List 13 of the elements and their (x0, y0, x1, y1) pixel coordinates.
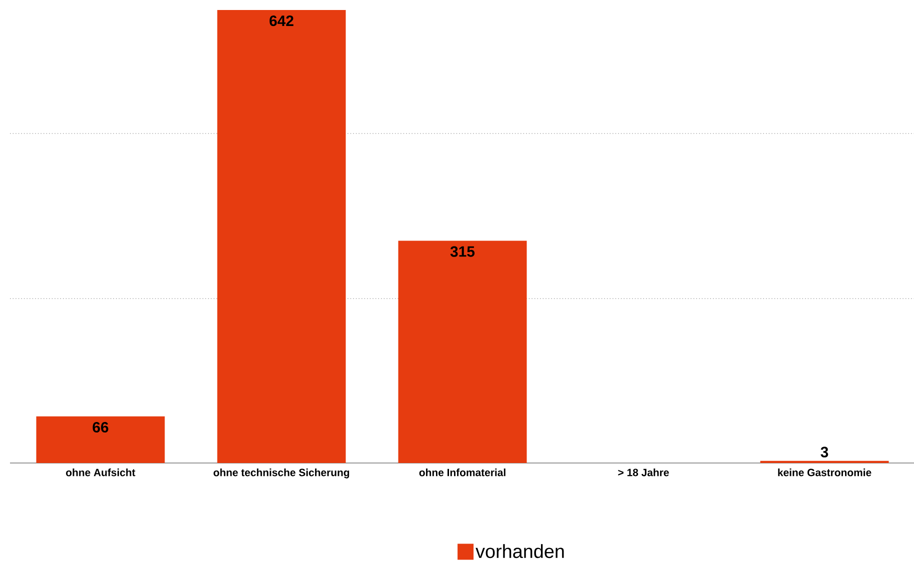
x-tick-label: > 18 Jahre (618, 468, 669, 476)
data-label: 315 (450, 246, 475, 257)
bar (217, 10, 346, 463)
bar (398, 240, 527, 463)
legend-label: vorhanden (476, 544, 564, 558)
bar (36, 416, 165, 463)
data-label: 642 (270, 16, 294, 26)
data-label: 3 (820, 446, 828, 458)
x-tick-label: ohne technische Sicherung (214, 468, 350, 478)
x-tick-label: ohne Aufsicht (66, 468, 136, 476)
x-tick-label: keine Gastronomie (778, 468, 872, 476)
data-label: 66 (92, 422, 108, 433)
x-tick-label: ohne Infomaterial (419, 468, 506, 476)
